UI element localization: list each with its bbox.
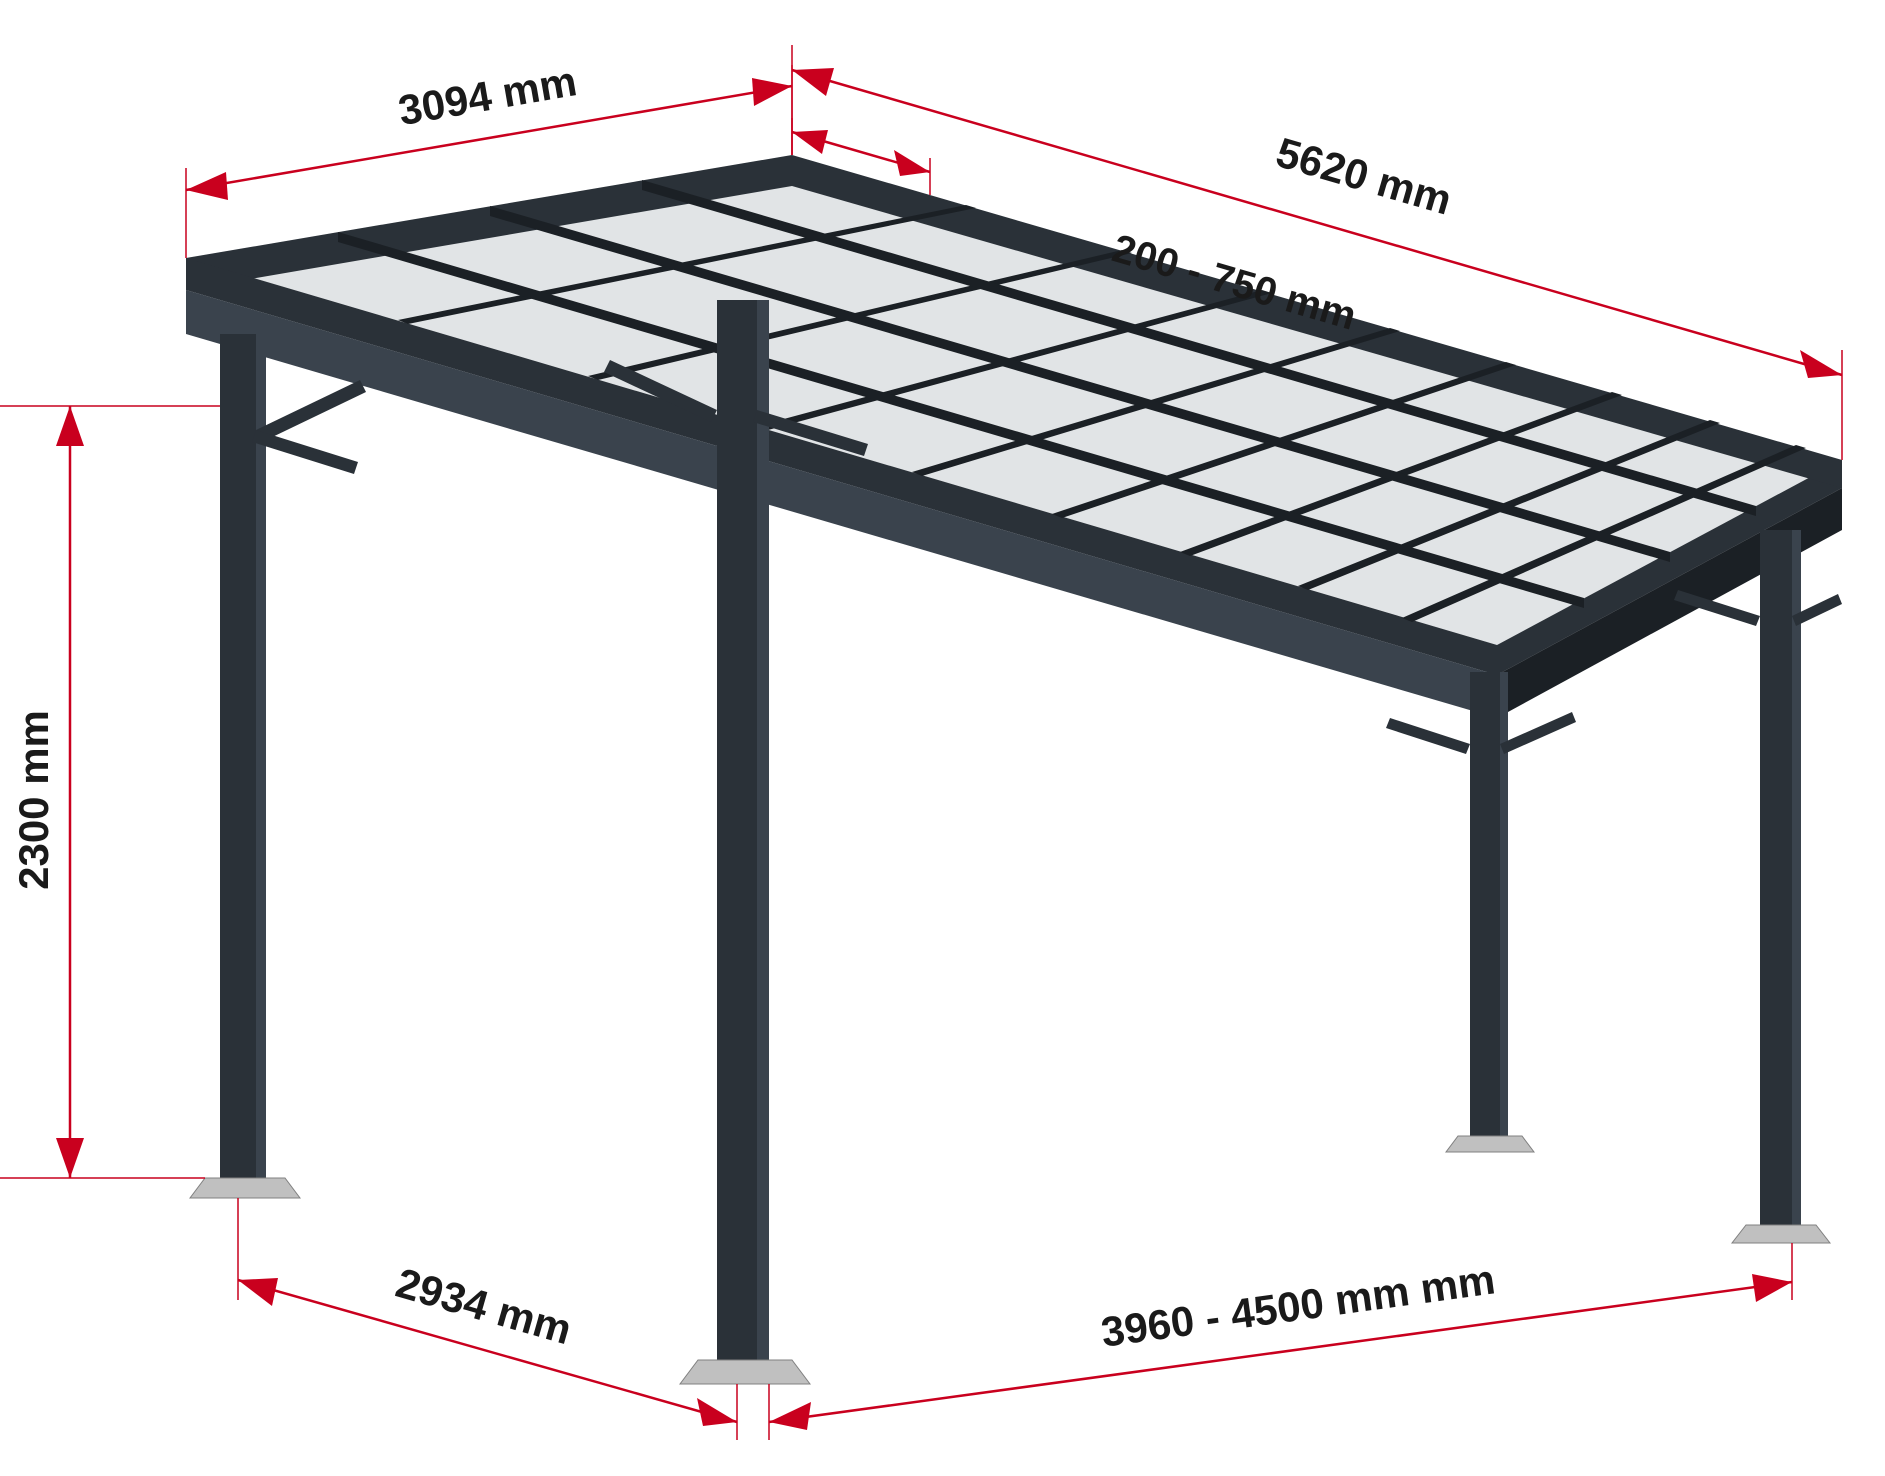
dim-front-spacing: 2934 mm [238, 1198, 737, 1440]
dim-height: 2300 mm [0, 406, 220, 1178]
post-back-right [1674, 530, 1842, 1243]
dim-roof-depth-label: 5620 mm [1271, 128, 1457, 223]
post-front-left [190, 334, 366, 1198]
carport-roof [186, 155, 1842, 718]
dim-front-spacing-label: 2934 mm [391, 1259, 577, 1353]
post-back-left [1386, 672, 1576, 1152]
dim-height-label: 2300 mm [10, 710, 57, 890]
dim-side-spacing: 3960 - 4500 mm mm [769, 1243, 1792, 1440]
dim-side-spacing-label: 3960 - 4500 mm mm [1098, 1255, 1498, 1355]
dim-roof-width-label: 3094 mm [395, 57, 580, 134]
carport-dimension-drawing: 3094 mm 5620 mm 200 - 750 mm 2300 mm 293… [0, 0, 1885, 1476]
